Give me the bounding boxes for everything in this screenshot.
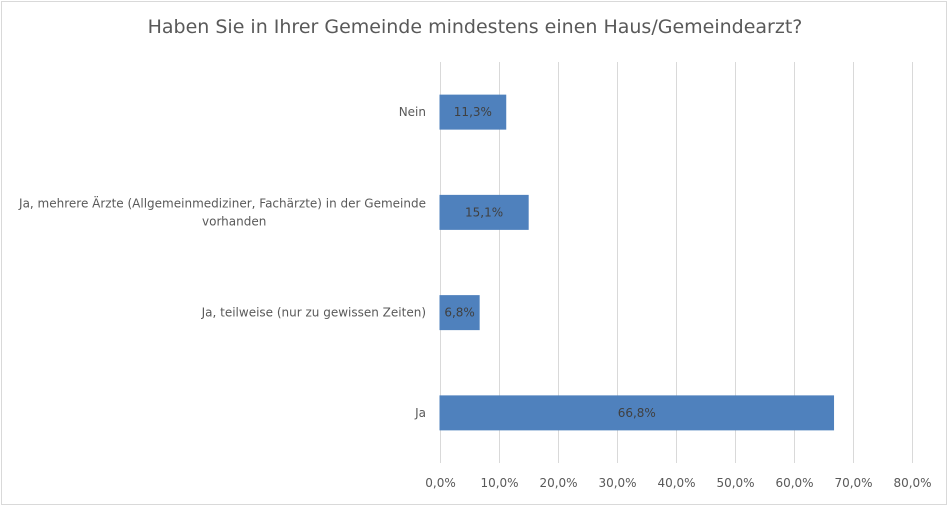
x-tick-label: 20,0% xyxy=(539,476,577,490)
chart-title: Haben Sie in Ihrer Gemeinde mindestens e… xyxy=(147,16,803,38)
x-tick-label: 40,0% xyxy=(657,476,695,490)
bar xyxy=(439,395,835,431)
category-label: Ja xyxy=(414,406,426,420)
x-tick-label: 70,0% xyxy=(834,476,872,490)
data-label: 11,3% xyxy=(454,105,492,119)
category-label: Ja, mehrere Ärzte (Allgemeinmediziner, F… xyxy=(18,195,426,210)
x-tick-label: 30,0% xyxy=(598,476,636,490)
data-label: 6,8% xyxy=(444,306,475,320)
x-tick-label: 60,0% xyxy=(775,476,813,490)
category-label: Nein xyxy=(399,105,426,119)
data-label: 15,1% xyxy=(465,205,503,219)
bar xyxy=(439,94,507,130)
bar xyxy=(439,194,529,230)
x-tick-label: 50,0% xyxy=(716,476,754,490)
x-tick-label: 10,0% xyxy=(480,476,518,490)
bar xyxy=(439,295,480,331)
category-label: vorhanden xyxy=(202,214,266,228)
x-tick-label: 80,0% xyxy=(893,476,931,490)
x-tick-label: 0,0% xyxy=(425,476,456,490)
data-label: 66,8% xyxy=(618,406,656,420)
category-label: Ja, teilweise (nur zu gewissen Zeiten) xyxy=(201,306,426,320)
